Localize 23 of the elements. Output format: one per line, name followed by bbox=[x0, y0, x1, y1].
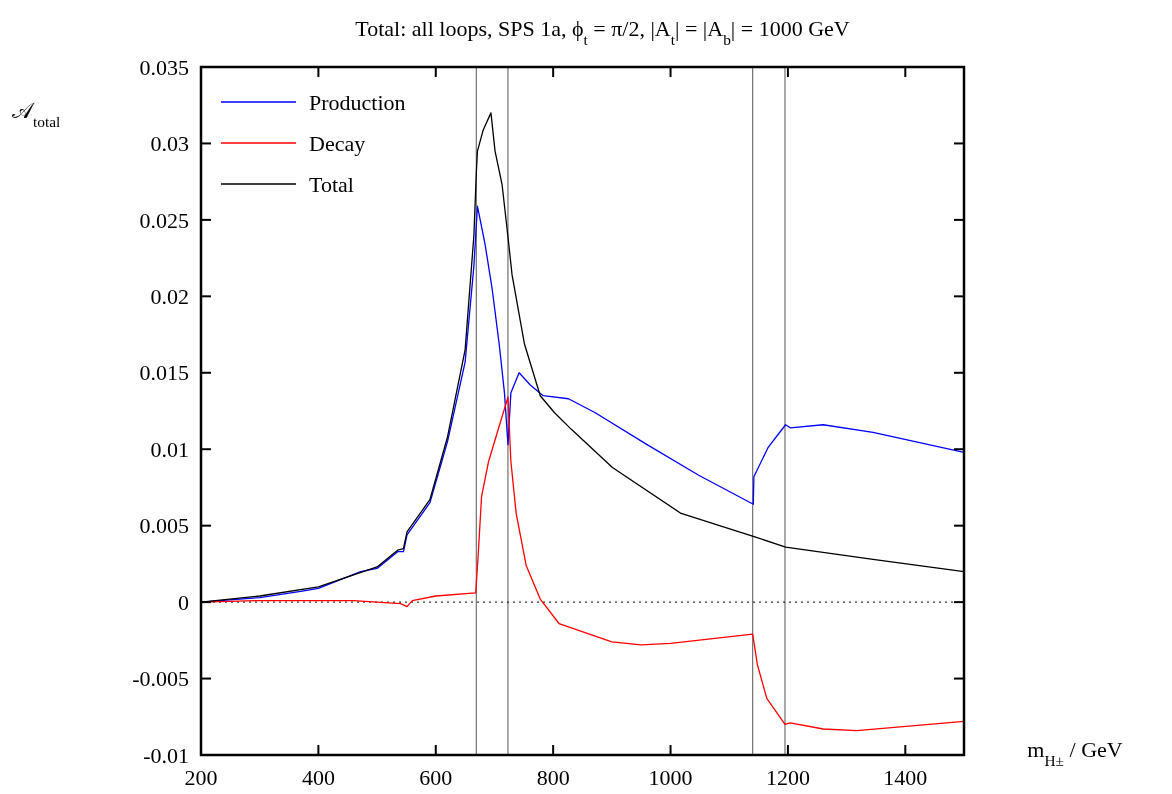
x-tick-label: 400 bbox=[301, 765, 335, 790]
legend-label: Total bbox=[309, 171, 354, 197]
legend-label: Decay bbox=[309, 130, 366, 156]
y-tick-label: 0.025 bbox=[139, 207, 189, 233]
y-tick-label: 0.035 bbox=[139, 54, 189, 80]
x-tick-label: 800 bbox=[536, 765, 570, 790]
y-tick-label: 0.015 bbox=[139, 360, 189, 386]
x-tick-label: 1200 bbox=[765, 765, 810, 790]
chart-title: Total: all loops, SPS 1a, ϕ$_{t}$ = π/2, |A$_{t}$| = |A$_{b}$| = 1000 GeV bbox=[355, 16, 850, 48]
y-tick-label: 0.02 bbox=[150, 284, 189, 310]
x-tick-label: 200 bbox=[184, 765, 218, 790]
y-tick-label: -0.01 bbox=[143, 742, 189, 768]
x-tick-label: 600 bbox=[419, 765, 453, 790]
y-axis-title: 𝒜$_{total}$ bbox=[12, 98, 61, 130]
y-tick-label: 0 bbox=[178, 589, 189, 615]
legend-label: Production bbox=[309, 89, 406, 115]
y-tick-label: 0.005 bbox=[139, 513, 189, 539]
x-axis-title: m$_{H±}$ / GeV bbox=[1027, 737, 1123, 769]
x-tick-label: 1400 bbox=[883, 765, 928, 790]
y-tick-label: 0.01 bbox=[150, 436, 189, 462]
y-tick-label: 0.03 bbox=[150, 131, 189, 157]
y-tick-label: -0.005 bbox=[132, 666, 189, 692]
x-tick-label: 1000 bbox=[648, 765, 693, 790]
